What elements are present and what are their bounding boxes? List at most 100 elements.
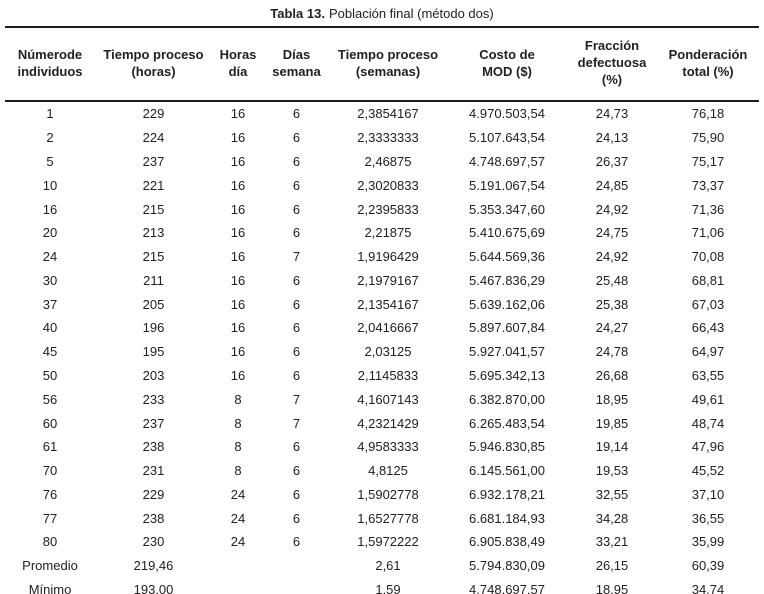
table-cell: 45,52	[691, 463, 725, 479]
table-cell: 35,99	[691, 534, 725, 550]
table-cell: 237	[142, 415, 165, 431]
table-cell: 6.681.184,93	[469, 510, 545, 526]
table-cell: 5.107.643,54	[469, 130, 545, 146]
table-cell: 16	[230, 320, 246, 336]
table-cell: 7	[292, 391, 301, 407]
table-cell: 24,78	[595, 344, 629, 360]
table-cell: 203	[142, 367, 165, 383]
column-header-fraccion-defectuosa: Fracción defectuosa (%)	[567, 27, 657, 102]
table-cell: 2,2395833	[357, 201, 419, 217]
table-cell: 16	[230, 296, 246, 312]
table-row: 76 229 24 6 1,5902778 6.932.178,21 32,55 37,10	[5, 483, 759, 507]
column-header-dias-semana: Días semana	[264, 27, 329, 102]
table-cell: 215	[142, 249, 165, 265]
table-cell: 5.644.569,36	[469, 249, 545, 265]
table-cell: 219,46	[133, 558, 174, 574]
table-cell: 211	[143, 272, 164, 288]
table-cell: 24,13	[595, 130, 629, 146]
table-cell: 8	[234, 391, 242, 407]
table-cell: 45	[42, 344, 58, 360]
column-header-tiempo-horas: Tiempo proceso (horas)	[95, 27, 212, 102]
table-cell: 24	[230, 486, 246, 502]
data-table: Númerode individuos Tiempo proceso (hora…	[5, 26, 759, 594]
table-cell: 19,14	[595, 439, 629, 455]
table-cell: 2,3333333	[357, 130, 419, 146]
table-cell: 2,03125	[364, 344, 412, 360]
table-row: 40 196 16 6 2,0416667 5.897.607,84 24,27 66,43	[5, 316, 759, 340]
table-cell: 5.946.830,85	[469, 439, 545, 455]
table-cell: 16	[230, 225, 246, 241]
table-cell: 71,36	[691, 201, 725, 217]
table-cell: 16	[230, 177, 246, 193]
table-cell: 5.695.342,13	[469, 367, 545, 383]
table-cell: 233	[142, 391, 165, 407]
table-cell: 8	[234, 463, 242, 479]
column-header-tiempo-semanas: Tiempo proceso (semanas)	[329, 27, 447, 102]
table-row: 61 238 8 6 4,9583333 5.946.830,85 19,14 47,96	[5, 435, 759, 459]
column-header-horas-dia: Horas día	[212, 27, 264, 102]
table-cell	[212, 554, 264, 578]
table-cell: 195	[142, 344, 165, 360]
table-title: Tabla 13. Población final (método dos)	[0, 0, 764, 26]
table-cell: 24,92	[595, 201, 629, 217]
table-cell: 6	[292, 463, 301, 479]
table-cell: 213	[142, 225, 165, 241]
column-header-ponderacion-total: Ponderación total (%)	[657, 27, 759, 102]
table-cell: 66,43	[691, 320, 725, 336]
table-cell: 33,21	[595, 534, 629, 550]
table-cell: 75,90	[691, 130, 725, 146]
table-cell: 19,53	[595, 463, 629, 479]
table-cell	[264, 578, 329, 594]
table-cell: 231	[142, 463, 165, 479]
table-cell: 34,74	[691, 582, 725, 594]
column-header-individuos: Númerode individuos	[5, 27, 95, 102]
table-cell: 6	[292, 153, 301, 169]
table-cell: 24,27	[595, 320, 629, 336]
table-cell: 76,18	[691, 106, 725, 122]
table-cell: 5.410.675,69	[469, 225, 545, 241]
table-row: 37 205 16 6 2,1354167 5.639.162,06 25,38 67,03	[5, 292, 759, 316]
table-cell: 8	[234, 439, 242, 455]
table-cell: 4.970.503,54	[469, 106, 545, 122]
table-cell: 73,37	[691, 177, 725, 193]
table-cell: 229	[142, 106, 165, 122]
table-cell: 16	[230, 249, 246, 265]
table-cell: 16	[230, 367, 246, 383]
table-cell: 63,55	[691, 367, 725, 383]
table-cell: 238	[142, 439, 165, 455]
table-cell: 18,95	[595, 582, 629, 594]
table-cell: 10	[42, 177, 58, 193]
table-cell: 16	[230, 130, 246, 146]
table-cell: 4,2321429	[357, 415, 419, 431]
table-cell: 221	[142, 177, 165, 193]
table-row: 16 215 16 6 2,2395833 5.353.347,60 24,92 71,36	[5, 197, 759, 221]
table-title-text: Población final (método dos)	[328, 6, 494, 21]
table-cell: 6	[292, 177, 301, 193]
table-row: 56 233 8 7 4,1607143 6.382.870,00 18,95 49,61	[5, 387, 759, 411]
table-cell: 6	[292, 486, 301, 502]
table-row: 5 237 16 6 2,46875 4.748.697,57 26,37 75,17	[5, 150, 759, 174]
table-cell: 26,15	[595, 558, 629, 574]
table-title-label: Tabla 13.	[270, 6, 325, 21]
table-cell	[212, 578, 264, 594]
table-cell: 16	[230, 344, 246, 360]
table-row: 77 238 24 6 1,6527778 6.681.184,93 34,28 36,55	[5, 506, 759, 530]
table-cell: 16	[230, 106, 246, 122]
table-cell: 64,97	[691, 344, 725, 360]
table-cell: 80	[42, 534, 58, 550]
table-cell: 2,3020833	[357, 177, 419, 193]
table-cell: 5.639.162,06	[469, 296, 545, 312]
table-cell: 4.748.697,57	[469, 582, 545, 594]
table-cell: 16	[230, 272, 246, 288]
table-row: 1 229 16 6 2,3854167 4.970.503,54 24,73 76,18	[5, 101, 759, 126]
table-row: 30 211 16 6 2,1979167 5.467.836,29 25,48 68,81	[5, 268, 759, 292]
table-cell: 30	[42, 272, 58, 288]
table-row: 2 224 16 6 2,3333333 5.107.643,54 24,13 75,90	[5, 126, 759, 150]
table-cell: 25,38	[595, 296, 629, 312]
table-cell: 24,73	[595, 106, 629, 122]
table-row: Mínimo 193,00 1,59 4.748.697,57 18,95 34,74	[5, 578, 759, 594]
table-cell: 6	[292, 296, 301, 312]
table-cell: 6	[292, 534, 301, 550]
table-cell: 2,1354167	[357, 296, 419, 312]
table-cell: 6	[292, 320, 301, 336]
